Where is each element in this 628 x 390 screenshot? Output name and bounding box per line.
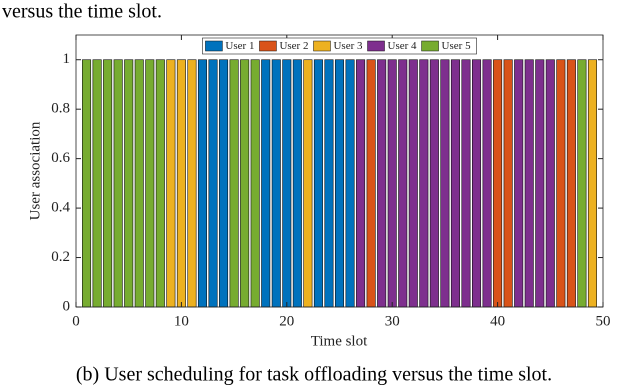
bar xyxy=(229,59,239,308)
bar xyxy=(514,59,524,308)
bar xyxy=(566,59,576,308)
y-tick-label: 0 xyxy=(63,298,71,314)
x-tick-label: 30 xyxy=(385,313,400,329)
legend-label: User 3 xyxy=(333,40,363,52)
x-tick-label: 20 xyxy=(279,313,294,329)
plot-frame xyxy=(75,34,604,308)
bar xyxy=(113,59,123,308)
x-tick-label: 40 xyxy=(490,313,505,329)
legend-swatch xyxy=(421,40,439,52)
bar xyxy=(176,59,186,308)
bar xyxy=(145,59,155,308)
bar xyxy=(166,59,176,308)
bar xyxy=(398,59,408,308)
x-axis-label: Time slot xyxy=(311,333,368,349)
x-tick-label: 0 xyxy=(72,313,80,329)
bar xyxy=(345,59,355,308)
bar xyxy=(356,59,366,308)
bar xyxy=(82,59,92,308)
bar xyxy=(155,59,165,308)
bar xyxy=(577,59,587,308)
legend-swatch xyxy=(205,40,223,52)
bar xyxy=(187,59,197,308)
legend-swatch xyxy=(259,40,277,52)
x-tick-label: 10 xyxy=(174,313,189,329)
bar xyxy=(587,59,597,308)
bar xyxy=(461,59,471,308)
legend-label: User 4 xyxy=(388,40,418,52)
caption: (b) User scheduling for task offloading … xyxy=(76,364,552,386)
bar xyxy=(240,59,250,308)
bar xyxy=(324,59,334,308)
bar xyxy=(472,59,482,308)
y-tick-label: 0.2 xyxy=(51,249,70,265)
bar xyxy=(261,59,271,308)
bar xyxy=(408,59,418,308)
legend-label: User 1 xyxy=(225,40,254,52)
bar xyxy=(250,59,260,308)
bar xyxy=(271,59,281,308)
bar xyxy=(313,59,323,308)
y-tick-label: 0.8 xyxy=(51,101,70,117)
legend-swatch xyxy=(313,40,331,52)
y-tick-label: 0.4 xyxy=(51,200,70,216)
bar xyxy=(292,59,302,308)
bar xyxy=(556,59,566,308)
page-text: versus the time slot. xyxy=(2,1,162,23)
bar xyxy=(124,59,134,308)
bar xyxy=(535,59,545,308)
bar xyxy=(493,59,503,308)
y-tick-label: 1 xyxy=(63,51,71,67)
legend-label: User 5 xyxy=(442,40,472,52)
bar xyxy=(92,59,102,308)
bar xyxy=(545,59,555,308)
legend-swatch xyxy=(367,40,385,52)
bar xyxy=(482,59,492,308)
bar xyxy=(219,59,229,308)
bar xyxy=(303,59,313,308)
y-tick-label: 0.6 xyxy=(51,150,70,166)
bar xyxy=(450,59,460,308)
bar xyxy=(366,59,376,308)
bar xyxy=(208,59,218,308)
bar xyxy=(103,59,113,308)
x-tick-label: 50 xyxy=(596,313,611,329)
bar xyxy=(503,59,513,308)
bar xyxy=(282,59,292,308)
bar xyxy=(524,59,534,308)
bar xyxy=(429,59,439,308)
bar xyxy=(134,59,144,308)
legend-label: User 2 xyxy=(279,40,308,52)
bar xyxy=(387,59,397,308)
bar xyxy=(440,59,450,308)
bar xyxy=(197,59,207,308)
bar xyxy=(334,59,345,308)
bar xyxy=(377,59,387,308)
y-axis-label: User association xyxy=(27,121,43,220)
bar xyxy=(419,59,429,308)
